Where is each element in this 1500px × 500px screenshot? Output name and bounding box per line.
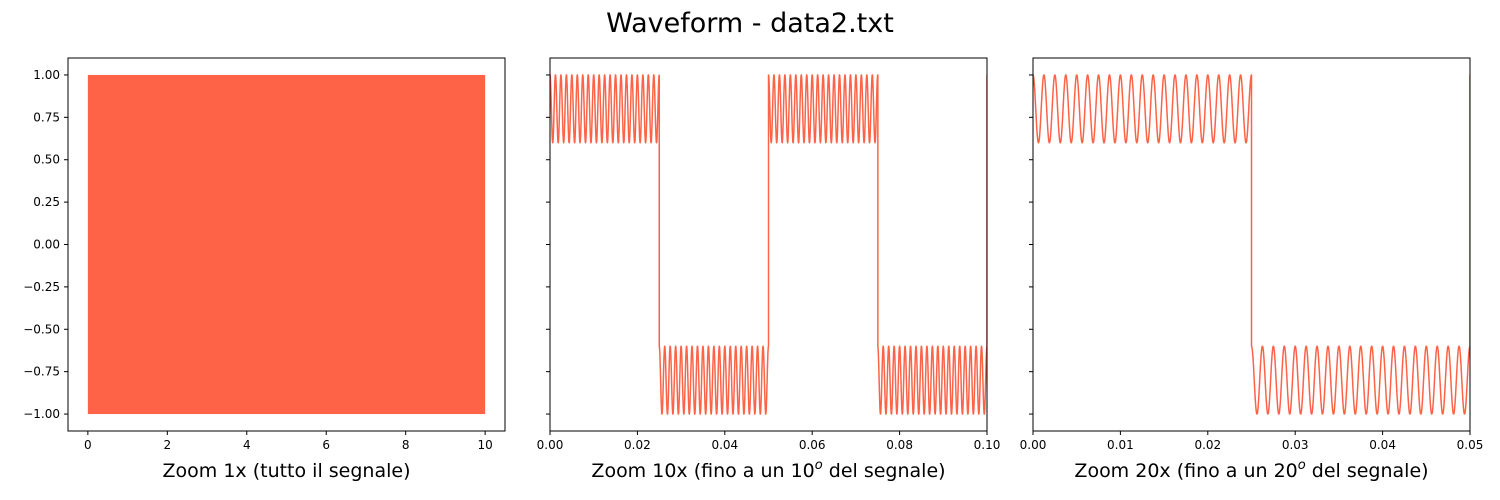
x-tick-label: 0.10 xyxy=(974,438,1001,452)
signal-line xyxy=(1033,74,1470,415)
x-tick-label: 0.08 xyxy=(886,438,913,452)
y-tick-label: −0.75 xyxy=(23,365,60,379)
signal-line xyxy=(550,74,987,415)
x-tick-label: 6 xyxy=(322,438,330,452)
x-tick-label: 0.05 xyxy=(1457,438,1484,452)
x-tick-label: 0.02 xyxy=(1194,438,1221,452)
x-tick-label: 0.02 xyxy=(624,438,651,452)
x-tick-label: 0.04 xyxy=(1369,438,1396,452)
signal-band xyxy=(87,74,486,415)
figure-title: Waveform - data2.txt xyxy=(606,8,894,39)
y-tick-label: −0.50 xyxy=(23,322,60,336)
subplot-3: 0.00 0.01 0.02 0.03 0.04 0.05 Zoom 20x (fino a… xyxy=(1020,57,1484,482)
x-tick-label: 10 xyxy=(477,438,492,452)
x-tick-label: 0.04 xyxy=(711,438,738,452)
x-tick-label: 4 xyxy=(243,438,251,452)
x-tick-label: 0.00 xyxy=(537,438,564,452)
y-tick-label: 0.00 xyxy=(33,238,60,252)
y-tick-label: −0.25 xyxy=(23,280,60,294)
x-tick-label: 0 xyxy=(84,438,92,452)
x-tick-label: 0.03 xyxy=(1282,438,1309,452)
y-tick-label: −1.00 xyxy=(23,407,60,421)
subplot-2: 0.00 0.02 0.04 0.06 0.08 0.10 Zoom 10x (fino a… xyxy=(537,57,1001,482)
x-axis-label: Zoom 10x (fino a un 10o del segnale) xyxy=(591,458,945,482)
x-axis-label: Zoom 20x (fino a un 20o del segnale) xyxy=(1074,458,1428,482)
x-tick-label: 2 xyxy=(163,438,171,452)
x-axis-label: Zoom 1x (tutto il segnale) xyxy=(163,460,411,482)
x-tick-label: 0.01 xyxy=(1107,438,1134,452)
x-tick-label: 0.06 xyxy=(799,438,826,452)
x-tick-label: 8 xyxy=(402,438,410,452)
x-tick-label: 0.00 xyxy=(1020,438,1047,452)
y-tick-label: 1.00 xyxy=(33,68,60,82)
y-tick-label: 0.75 xyxy=(33,110,60,124)
y-tick-label: 0.25 xyxy=(33,195,60,209)
y-tick-label: 0.50 xyxy=(33,153,60,167)
subplot-1: 0 2 4 6 8 10 −1.00 −0.75 −0.50 −0.25 0.00 0.25 0.50 0… xyxy=(23,57,506,482)
